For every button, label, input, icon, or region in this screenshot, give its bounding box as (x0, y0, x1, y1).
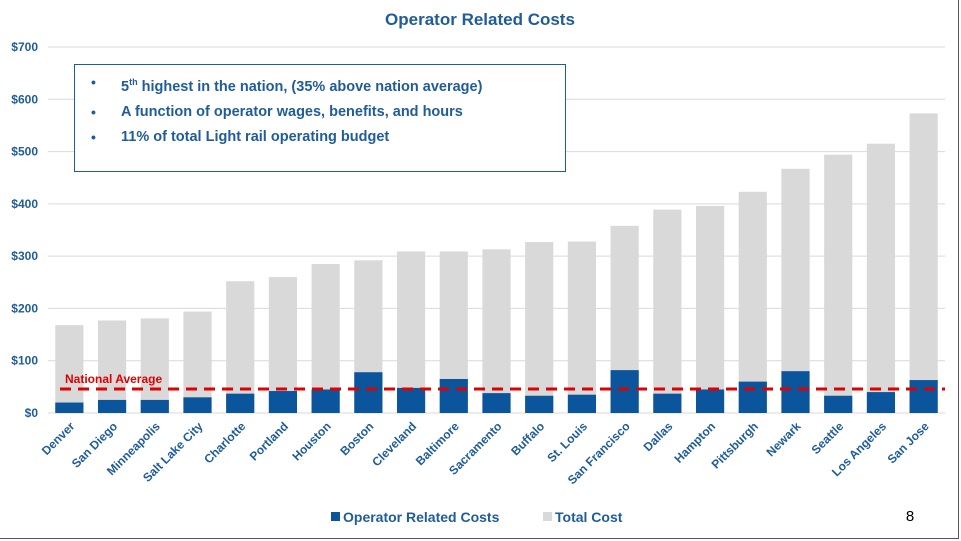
bar-total-cost (866, 143, 896, 413)
y-tick-label: $700 (11, 40, 38, 54)
x-tick-label: Charlotte (201, 419, 248, 466)
y-tick-label: $200 (11, 301, 38, 315)
bar-total-cost (97, 320, 127, 413)
bars (55, 113, 938, 414)
x-tick-label: Boston (337, 419, 376, 458)
bar-total-cost (695, 205, 725, 413)
y-tick-label: $600 (11, 92, 38, 106)
y-axis-ticks: $0 $100 $200 $300 $400 $500 $600 $700 (11, 40, 38, 420)
bar-total-cost (824, 154, 853, 414)
x-tick-label: Cleveland (369, 419, 419, 469)
bar-operator-cost (55, 402, 84, 413)
bar-operator-cost (354, 372, 383, 413)
legend-label: Operator Related Costs (343, 509, 500, 525)
bullet-icon: • (91, 74, 96, 90)
legend-swatch (331, 512, 340, 521)
y-tick-label: $300 (11, 249, 38, 263)
bar-operator-cost (567, 394, 597, 413)
bar-operator-cost (482, 393, 511, 413)
note-item: • A function of operator wages, benefits… (85, 103, 555, 122)
x-tick-label: Newark (764, 419, 804, 459)
note-item: • 5th highest in the nation, (35% above … (85, 73, 555, 97)
legend-swatch (543, 512, 552, 521)
bar-operator-cost (824, 395, 853, 413)
bar-operator-cost (610, 370, 639, 413)
bullet-icon: • (91, 103, 96, 120)
bar-total-cost (525, 242, 554, 413)
bar-total-cost (396, 251, 426, 413)
bar-total-cost (140, 318, 169, 413)
note-text-1-sup: th (129, 77, 138, 87)
x-tick-label: San Jose (885, 419, 932, 466)
y-tick-label: $0 (25, 406, 39, 420)
bar-operator-cost (439, 379, 468, 413)
bar-total-cost (653, 209, 682, 413)
y-tick-label: $100 (11, 354, 38, 368)
note-text-1-prefix: 5 (121, 78, 130, 95)
chart-title: Operator Related Costs (385, 10, 575, 29)
note-item: • 11% of total Light rail operating budg… (85, 128, 555, 147)
national-average-line-group: National Average (60, 372, 945, 391)
bar-total-cost (567, 241, 597, 413)
bar-operator-cost (311, 389, 340, 413)
bar-operator-cost (226, 393, 255, 413)
x-tick-label: Seattle (809, 419, 847, 457)
bar-operator-cost (396, 387, 426, 413)
bar-operator-cost (653, 393, 682, 413)
legend: Operator Related Costs Total Cost (331, 509, 623, 525)
y-tick-label: $400 (11, 197, 38, 211)
note-text-3: 11% of total Light rail operating budget (121, 128, 390, 145)
x-tick-label: Portland (247, 419, 291, 463)
legend-label: Total Cost (555, 509, 623, 525)
bar-operator-cost (909, 380, 938, 413)
bar-operator-cost (268, 391, 298, 413)
y-tick-label: $500 (11, 145, 38, 159)
bar-total-cost (909, 113, 938, 413)
x-tick-label: Denver (39, 419, 78, 458)
note-text-2: A function of operator wages, benefits, … (121, 103, 463, 120)
note-text-1-rest: highest in the nation, (35% above nation… (137, 78, 483, 95)
page-number: 8 (906, 508, 914, 525)
x-tick-label: Houston (289, 419, 333, 463)
bar-operator-cost (183, 397, 212, 413)
bar-operator-cost (781, 371, 810, 413)
bar-operator-cost (97, 399, 127, 413)
bar-total-cost (226, 281, 255, 413)
bar-operator-cost (738, 381, 767, 413)
bar-operator-cost (866, 392, 896, 413)
bar-total-cost (55, 325, 84, 413)
notes-box: • 5th highest in the nation, (35% above … (74, 64, 566, 172)
bar-total-cost (183, 311, 212, 413)
bar-operator-cost (695, 389, 725, 413)
x-tick-label: Buffalo (508, 419, 547, 458)
national-average-label: National Average (65, 372, 162, 386)
bullet-icon: • (91, 128, 96, 145)
x-tick-label: Dallas (641, 419, 676, 454)
bar-operator-cost (140, 399, 169, 413)
bar-operator-cost (525, 395, 554, 413)
bar-total-cost (482, 249, 511, 413)
x-tick-label: Pittsburgh (709, 419, 761, 471)
bar-total-cost (738, 191, 767, 413)
